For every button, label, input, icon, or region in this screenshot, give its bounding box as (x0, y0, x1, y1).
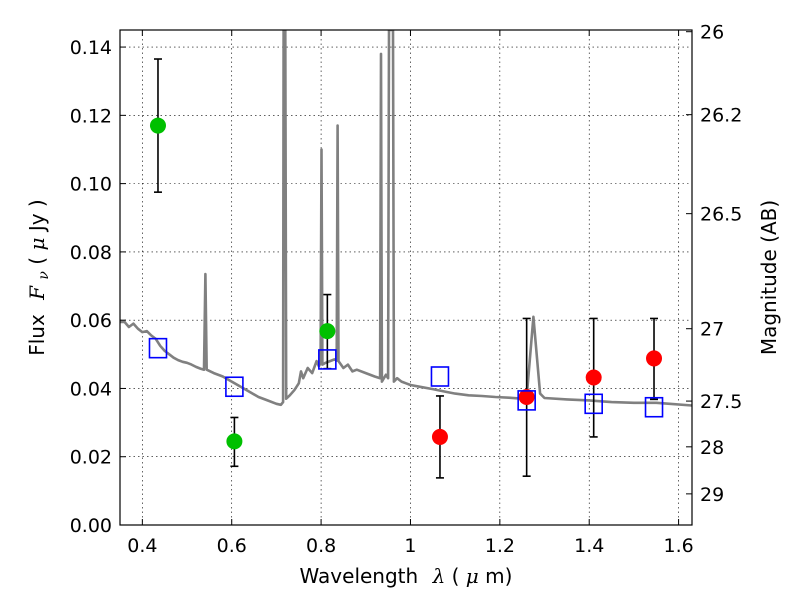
x-tick-label: 1.4 (574, 535, 604, 557)
y-tick-label: 0.10 (70, 174, 112, 196)
x-axis-title-main: Wavelength (300, 564, 419, 588)
y2-tick-label: 26 (700, 22, 724, 44)
sed-model-line (120, 30, 692, 407)
y-axis-ticks: 0.00 0.02 0.04 0.06 0.08 0.10 0.12 0.14 (70, 37, 126, 537)
data-point-circle (149, 117, 166, 134)
y-axis-title-unit-mu: μ (25, 238, 49, 251)
y-tick-label: 0.04 (70, 378, 112, 400)
markers-layer (148, 117, 664, 450)
data-point-circle (226, 433, 243, 450)
data-point-circle (431, 428, 448, 445)
x-tick-label: 1.2 (485, 535, 515, 557)
data-point-square (148, 337, 168, 359)
y2-tick-label: 28 (700, 437, 724, 459)
y2-axis-title: Magnitude (AB) (757, 200, 781, 355)
x-tick-label: 1 (404, 535, 416, 557)
data-point-square (430, 366, 450, 387)
y2-tick-label: 27.5 (700, 391, 742, 413)
sed-model-layer (120, 30, 692, 407)
y-tick-label: 0.00 (70, 515, 112, 537)
data-point-square (517, 390, 536, 411)
x-axis-title-unit-mu: μ (466, 564, 479, 588)
x-tick-label: 0.8 (306, 535, 336, 557)
x-axis-title: Wavelength λ ( μ m) (300, 564, 513, 588)
x-tick-label: 1.6 (663, 535, 693, 557)
data-point-square (225, 376, 244, 398)
y-axis-title-unit-open: ( (25, 251, 49, 265)
errorbars-layer (153, 58, 659, 479)
x-tick-label: 0.4 (127, 535, 157, 557)
y2-tick-label: 26.5 (700, 204, 742, 226)
y2-tick-label: 27 (700, 319, 724, 341)
y-axis-title-unit-close: Jy ) (25, 199, 49, 233)
data-point-circle (319, 323, 336, 340)
y-tick-label: 0.02 (70, 447, 112, 469)
y-tick-label: 0.08 (70, 242, 112, 264)
data-point-circle (518, 388, 535, 405)
plot-frame (119, 29, 693, 526)
y-tick-label: 0.14 (70, 37, 112, 59)
y-axis-title: Flux F ν ( μ Jy ) (25, 199, 53, 356)
x-tick-label: 0.6 (217, 535, 247, 557)
x-axis-title-unit-open: ( (452, 564, 460, 588)
data-point-square (318, 349, 337, 370)
y-axis-title-symbol-sub: ν (36, 271, 52, 280)
data-point-square (584, 393, 603, 415)
y2-tick-label: 29 (700, 484, 724, 506)
x-axis-title-symbol: λ (432, 564, 446, 588)
data-point-square (644, 396, 664, 418)
y-axis-title-main: Flux (25, 314, 49, 356)
x-axis-ticks: 0.4 0.6 0.8 1 1.2 1.4 1.6 (127, 30, 694, 557)
y-tick-label: 0.06 (70, 310, 112, 332)
y-axis-title-symbol: F (25, 285, 49, 301)
x-axis-title-unit-close: m) (485, 564, 512, 588)
data-point-circle (646, 350, 663, 367)
gridlines (120, 30, 692, 526)
y-tick-label: 0.12 (70, 105, 112, 127)
y2-tick-label: 26.2 (700, 105, 742, 127)
data-point-circle (585, 369, 602, 386)
y2-axis-ticks: 26 26.2 26.5 27 27.5 28 29 (686, 22, 742, 506)
